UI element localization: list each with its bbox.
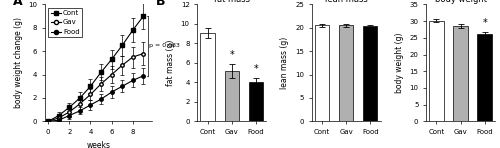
Text: *: *	[230, 50, 234, 60]
Bar	[454, 26, 468, 121]
Bar	[478, 34, 492, 121]
Text: A: A	[13, 0, 22, 8]
Bar	[248, 82, 263, 121]
Bar	[200, 33, 215, 121]
Text: *: *	[482, 18, 487, 28]
Title: lean mass: lean mass	[325, 0, 368, 4]
Y-axis label: fat mass (g): fat mass (g)	[166, 40, 175, 86]
Legend: Cont, Gav, Food: Cont, Gav, Food	[48, 8, 82, 37]
Bar	[429, 21, 444, 121]
X-axis label: weeks: weeks	[86, 141, 110, 148]
Y-axis label: body weight (g): body weight (g)	[395, 33, 404, 93]
Text: p = 0.083: p = 0.083	[148, 44, 180, 48]
Bar	[363, 26, 378, 121]
Title: body weight: body weight	[434, 0, 486, 4]
Title: fat mass: fat mass	[214, 0, 250, 4]
Text: B: B	[156, 0, 166, 8]
Bar	[315, 25, 330, 121]
Bar	[339, 25, 353, 121]
Bar	[224, 71, 239, 121]
Text: *: *	[254, 64, 258, 74]
Y-axis label: body weight change (g): body weight change (g)	[14, 17, 23, 108]
Y-axis label: lean mass (g): lean mass (g)	[280, 37, 289, 89]
